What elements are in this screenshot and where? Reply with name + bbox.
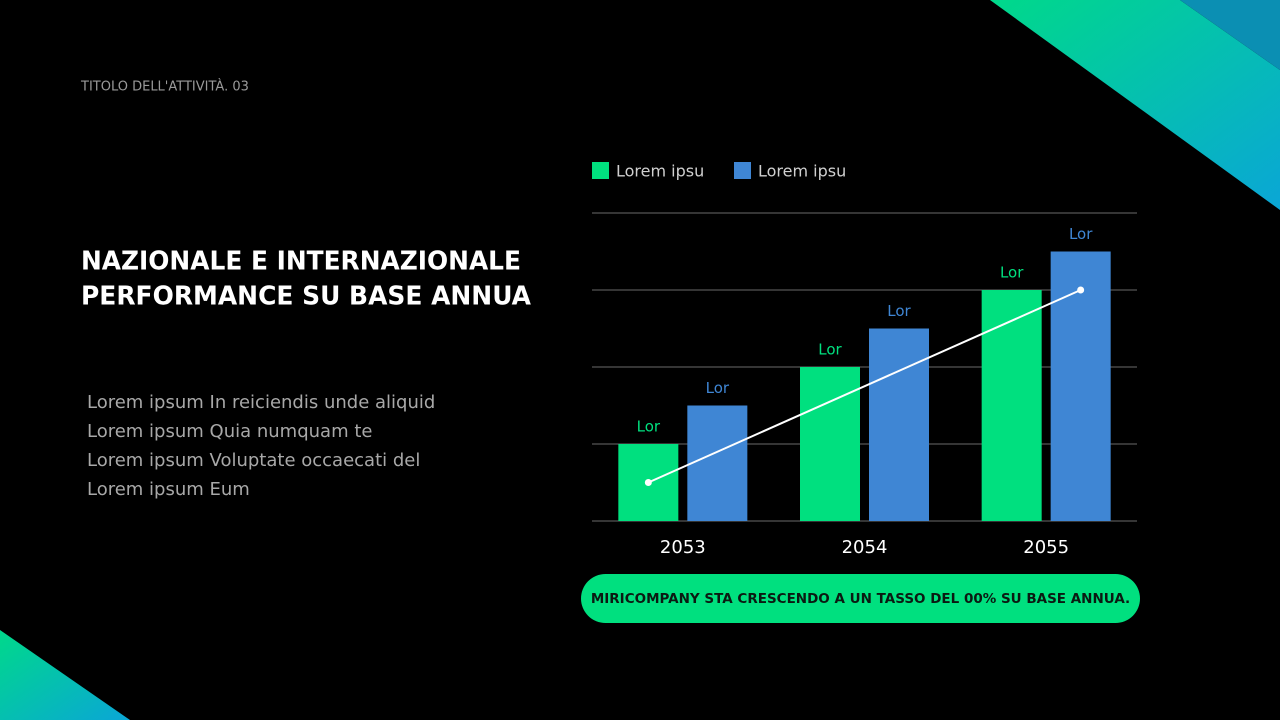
- trend-line: [647, 289, 1082, 484]
- trend-point: [1077, 286, 1085, 294]
- data-label: Lor: [1069, 225, 1093, 243]
- legend-swatch: [734, 162, 751, 179]
- section-label: TITOLO DELL'ATTIVITÀ. 03: [80, 79, 249, 95]
- chart: Lorem ipsu Lorem ipsu 2053 Lor Lor 2054 Lor Lor…: [592, 162, 1137, 558]
- x-tick-label: 2053: [660, 537, 706, 558]
- body-text: Lorem ipsum In reiciendis unde aliquid: [87, 392, 435, 413]
- bar: [687, 405, 748, 521]
- data-label: Lor: [887, 302, 911, 320]
- bar: [869, 328, 929, 521]
- data-label: Lor: [706, 379, 730, 397]
- title: PERFORMANCE SU BASE ANNUA: [81, 282, 531, 312]
- callout-text: MIRICOMPANY STA CRESCENDO A UN TASSO DEL…: [591, 591, 1130, 607]
- legend-label: Lorem ipsu: [758, 162, 846, 181]
- body-text: Lorem ipsum Voluptate occaecati del: [87, 450, 420, 471]
- bar: [981, 290, 1042, 521]
- legend-label: Lorem ipsu: [616, 162, 704, 181]
- data-label: Lor: [637, 418, 661, 436]
- trend-point: [644, 479, 652, 486]
- bar: [800, 367, 860, 521]
- legend-swatch: [592, 162, 609, 179]
- decoration: [990, 0, 1280, 210]
- body-text: Lorem ipsum Quia numquam te: [87, 421, 372, 442]
- decoration: [0, 630, 130, 720]
- callout: [581, 574, 1140, 623]
- title: NAZIONALE E INTERNAZIONALE: [81, 247, 521, 277]
- bar: [1050, 251, 1111, 521]
- x-tick-label: 2055: [1023, 537, 1069, 558]
- body-text: Lorem ipsum Eum: [87, 479, 250, 500]
- data-label: Lor: [1000, 264, 1024, 282]
- x-tick-label: 2054: [842, 537, 888, 558]
- data-label: Lor: [818, 341, 842, 359]
- decoration: [1180, 0, 1280, 70]
